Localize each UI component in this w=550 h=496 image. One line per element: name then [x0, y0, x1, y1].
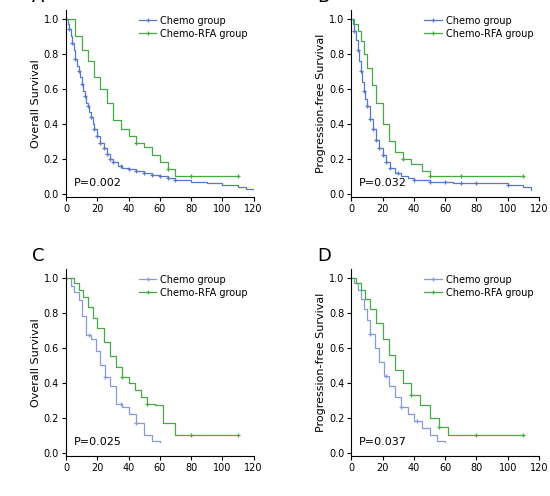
Legend: Chemo group, Chemo-RFA group: Chemo group, Chemo-RFA group	[423, 274, 534, 299]
Legend: Chemo group, Chemo-RFA group: Chemo group, Chemo-RFA group	[138, 274, 249, 299]
Legend: Chemo group, Chemo-RFA group: Chemo group, Chemo-RFA group	[423, 15, 534, 40]
Text: P=0.032: P=0.032	[359, 178, 406, 188]
Text: P=0.037: P=0.037	[359, 437, 406, 447]
Text: P=0.025: P=0.025	[74, 437, 122, 447]
Text: B: B	[317, 0, 330, 6]
Text: D: D	[317, 247, 332, 265]
Legend: Chemo group, Chemo-RFA group: Chemo group, Chemo-RFA group	[138, 15, 249, 40]
Text: C: C	[32, 247, 45, 265]
Y-axis label: Progression-free Survival: Progression-free Survival	[316, 293, 326, 432]
Y-axis label: Overall Survival: Overall Survival	[31, 318, 41, 407]
Text: P=0.002: P=0.002	[74, 178, 122, 188]
Y-axis label: Progression-free Survival: Progression-free Survival	[316, 34, 326, 174]
Text: A: A	[32, 0, 45, 6]
Y-axis label: Overall Survival: Overall Survival	[31, 60, 41, 148]
